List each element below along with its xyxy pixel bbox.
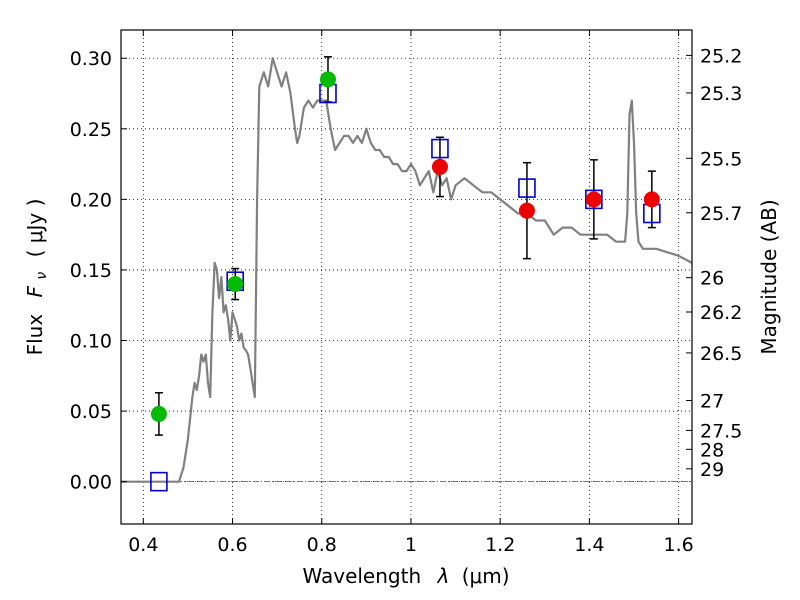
y2-tick-label: 26	[700, 268, 724, 290]
red-data-point	[518, 202, 535, 219]
y2-tick-label: 25.3	[700, 83, 742, 105]
x-axis-label: Wavelength λ (μm)	[302, 564, 509, 588]
x-axis-label-text: Wavelength	[302, 564, 421, 588]
y-axis-label: Flux F ν ( μJy )	[23, 199, 51, 356]
y2-tick-label: 25.7	[700, 203, 742, 225]
y-tick-label: 0.30	[70, 48, 112, 70]
y2-tick-label: 25.2	[700, 45, 742, 67]
green-data-point	[319, 71, 336, 88]
red-data-point	[431, 158, 448, 175]
y2-tick-label: 28	[700, 439, 724, 461]
y2-tick-label: 25.5	[700, 148, 742, 170]
model-photometry-box	[431, 138, 449, 159]
y-tick-label: 0.00	[70, 472, 112, 494]
x-axis-label-unit: (μm)	[462, 564, 510, 588]
y-tick-label: 0.05	[70, 401, 112, 423]
y2-tick-label: 29	[700, 459, 724, 481]
model-spectrum-line	[121, 57, 693, 483]
green-data-point	[227, 276, 244, 293]
x-tick-label: 0.8	[307, 534, 337, 556]
model-spectrum	[121, 57, 693, 483]
y-axis-label-text: Flux	[23, 314, 47, 356]
green-data-point	[150, 405, 167, 422]
model-photometry-box	[150, 471, 168, 492]
y-axis-label-subscript: ν	[34, 272, 50, 280]
y-tick-label: 0.20	[70, 189, 112, 211]
x-tick-label: 1.6	[664, 534, 694, 556]
red-data-point	[585, 191, 602, 208]
observed-points	[150, 71, 660, 422]
red-data-point	[643, 191, 660, 208]
y-axis-label-symbol: F	[23, 285, 47, 297]
axis-ticks: 0.4 0.6 0.8 1 1.2 1.4 1.6 0.00 0.05 0.10 0.15 0.20 0…	[70, 30, 742, 556]
x-tick-label: 1.2	[485, 534, 515, 556]
model-photometry-box	[518, 178, 536, 198]
x-tick-label: 0.4	[128, 534, 158, 556]
x-tick-label: 1.4	[574, 534, 604, 556]
y-axis-label-unit: ( μJy )	[23, 199, 47, 258]
y2-tick-label: 26.5	[700, 343, 742, 365]
plot-frame	[120, 29, 693, 525]
x-axis-label-symbol: λ	[437, 564, 450, 588]
y2-tick-label: 27.5	[700, 420, 742, 442]
y2-axis-label: Magnitude (AB)	[757, 199, 781, 354]
y-tick-label: 0.25	[70, 119, 112, 141]
y-tick-label: 0.15	[70, 260, 112, 282]
y2-tick-label: 26.2	[700, 302, 742, 324]
x-tick-label: 1	[405, 534, 417, 556]
x-tick-label: 0.6	[217, 534, 247, 556]
y2-tick-label: 27	[700, 391, 724, 413]
y-tick-label: 0.10	[70, 331, 112, 353]
